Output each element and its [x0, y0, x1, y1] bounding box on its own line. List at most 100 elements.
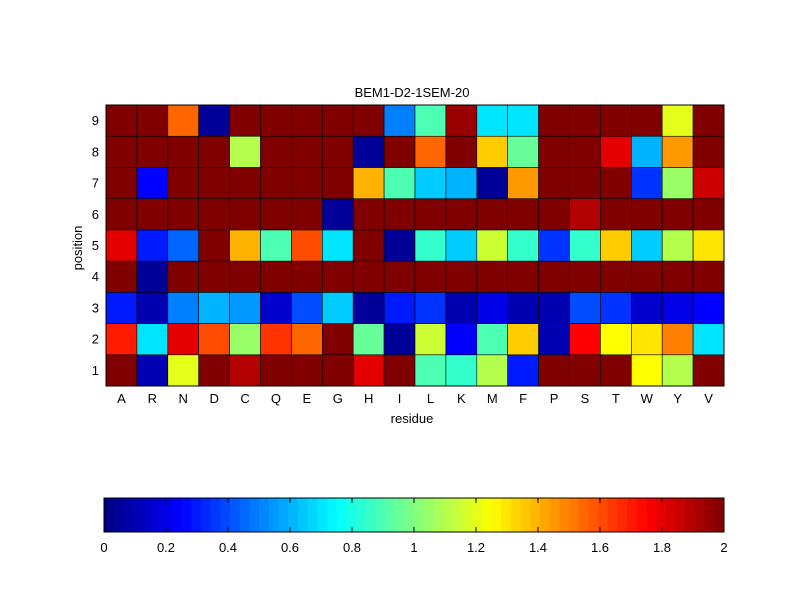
heatmap-cell	[136, 323, 169, 356]
heatmap-cell	[105, 198, 138, 231]
heatmap-cell	[476, 104, 508, 137]
colorbar-segment	[191, 498, 202, 532]
colorbar-segment	[113, 498, 124, 532]
heatmap-cell	[383, 292, 416, 324]
heatmap-cell	[198, 354, 230, 387]
colorbar-segment	[559, 498, 570, 532]
colorbar-segment	[404, 498, 415, 532]
heatmap-cell	[198, 229, 230, 262]
colorbar-segment	[578, 498, 589, 532]
heatmap-cell	[291, 323, 323, 356]
heatmap-cell	[445, 323, 478, 356]
heatmap-cell	[352, 323, 385, 356]
y-tick-label: 6	[92, 207, 99, 222]
heatmap-cell	[507, 104, 539, 137]
x-tick-label: T	[612, 391, 620, 406]
heatmap-cell	[321, 229, 354, 262]
colorbar-segment	[598, 498, 609, 532]
heatmap-cell	[352, 354, 385, 387]
colorbar-tick-label: 0	[100, 540, 107, 555]
heatmap-cell	[291, 260, 323, 293]
heatmap-cell	[569, 323, 601, 356]
heatmap-cell	[198, 292, 230, 324]
colorbar-segment	[520, 498, 531, 532]
colorbar-segment	[229, 498, 241, 532]
colorbar-segment	[239, 498, 250, 532]
heatmap-cell	[105, 229, 138, 262]
heatmap-cell	[198, 104, 230, 137]
heatmap-cell	[260, 104, 292, 137]
colorbar-segment	[152, 498, 163, 532]
heatmap-cell	[630, 323, 663, 356]
colorbar-segment	[433, 498, 444, 532]
heatmap-cell	[507, 198, 539, 231]
colorbar-segment	[181, 498, 192, 532]
heatmap-cell	[260, 229, 292, 262]
heatmap-cell	[383, 167, 416, 199]
x-tick-label: Y	[673, 391, 682, 406]
heatmap-cell	[476, 198, 508, 231]
heatmap-cell	[692, 167, 725, 199]
colorbar-segment	[607, 498, 618, 532]
colorbar: 0 0.2 0.4 0.6 0.8 1 1.2 1.4 1.6 1.8 2	[100, 497, 728, 555]
heatmap-cell	[600, 260, 632, 293]
heatmap-cell	[538, 198, 570, 231]
heatmap-cell	[383, 323, 416, 356]
heatmap-cell	[538, 104, 570, 137]
heatmap-cell	[661, 292, 694, 324]
heatmap-cell	[383, 198, 416, 231]
colorbar-segment	[336, 498, 347, 532]
heatmap-cell	[630, 135, 663, 168]
heatmap-cell	[445, 167, 478, 199]
colorbar-segment	[627, 498, 638, 532]
heatmap-cell	[105, 104, 138, 137]
heatmap-cell	[569, 135, 601, 168]
colorbar-segment	[636, 498, 647, 532]
colorbar-segment	[704, 498, 715, 532]
colorbar-segment	[675, 498, 686, 532]
heatmap-cell	[538, 135, 570, 168]
colorbar-segment	[104, 498, 115, 532]
heatmap-cell	[476, 260, 508, 293]
y-tick-label: 4	[92, 269, 99, 284]
heatmap-cell	[352, 135, 385, 168]
heatmap-cell	[136, 198, 169, 231]
heatmap-cell	[291, 229, 323, 262]
heatmap-cell	[321, 323, 354, 356]
heatmap-cell	[661, 198, 694, 231]
heatmap-cell	[538, 323, 570, 356]
colorbar-segment	[685, 498, 696, 532]
heatmap-cell	[352, 198, 385, 231]
heatmap-cell	[321, 135, 354, 168]
heatmap-cell	[321, 260, 354, 293]
heatmap-cell	[414, 260, 447, 293]
heatmap-cell	[321, 354, 354, 387]
heatmap-cell	[507, 229, 539, 262]
heatmap-cell	[136, 135, 169, 168]
heatmap-cell	[538, 229, 570, 262]
y-tick-label: 9	[92, 113, 99, 128]
heatmap-cell	[507, 354, 539, 387]
x-axis-label: residue	[391, 411, 434, 426]
heatmap-cell	[198, 198, 230, 231]
heatmap-cell	[352, 104, 385, 137]
heatmap-cell	[136, 260, 169, 293]
colorbar-segment	[355, 498, 366, 532]
heatmap-cell	[476, 292, 508, 324]
x-tick-label: V	[704, 391, 713, 406]
heatmap-cell	[569, 104, 601, 137]
heatmap-cell	[692, 198, 725, 231]
colorbar-tick-label: 0.8	[343, 540, 361, 555]
heatmap-cell	[538, 167, 570, 199]
x-tick-label: G	[333, 391, 343, 406]
heatmap-cell	[476, 229, 508, 262]
heatmap-cell	[167, 260, 200, 293]
heatmap-cell	[291, 354, 323, 387]
colorbar-segment	[462, 498, 473, 532]
x-tick-label: H	[364, 391, 373, 406]
heatmap-cell	[692, 323, 725, 356]
colorbar-segment	[297, 498, 308, 532]
heatmap-cell	[692, 260, 725, 293]
